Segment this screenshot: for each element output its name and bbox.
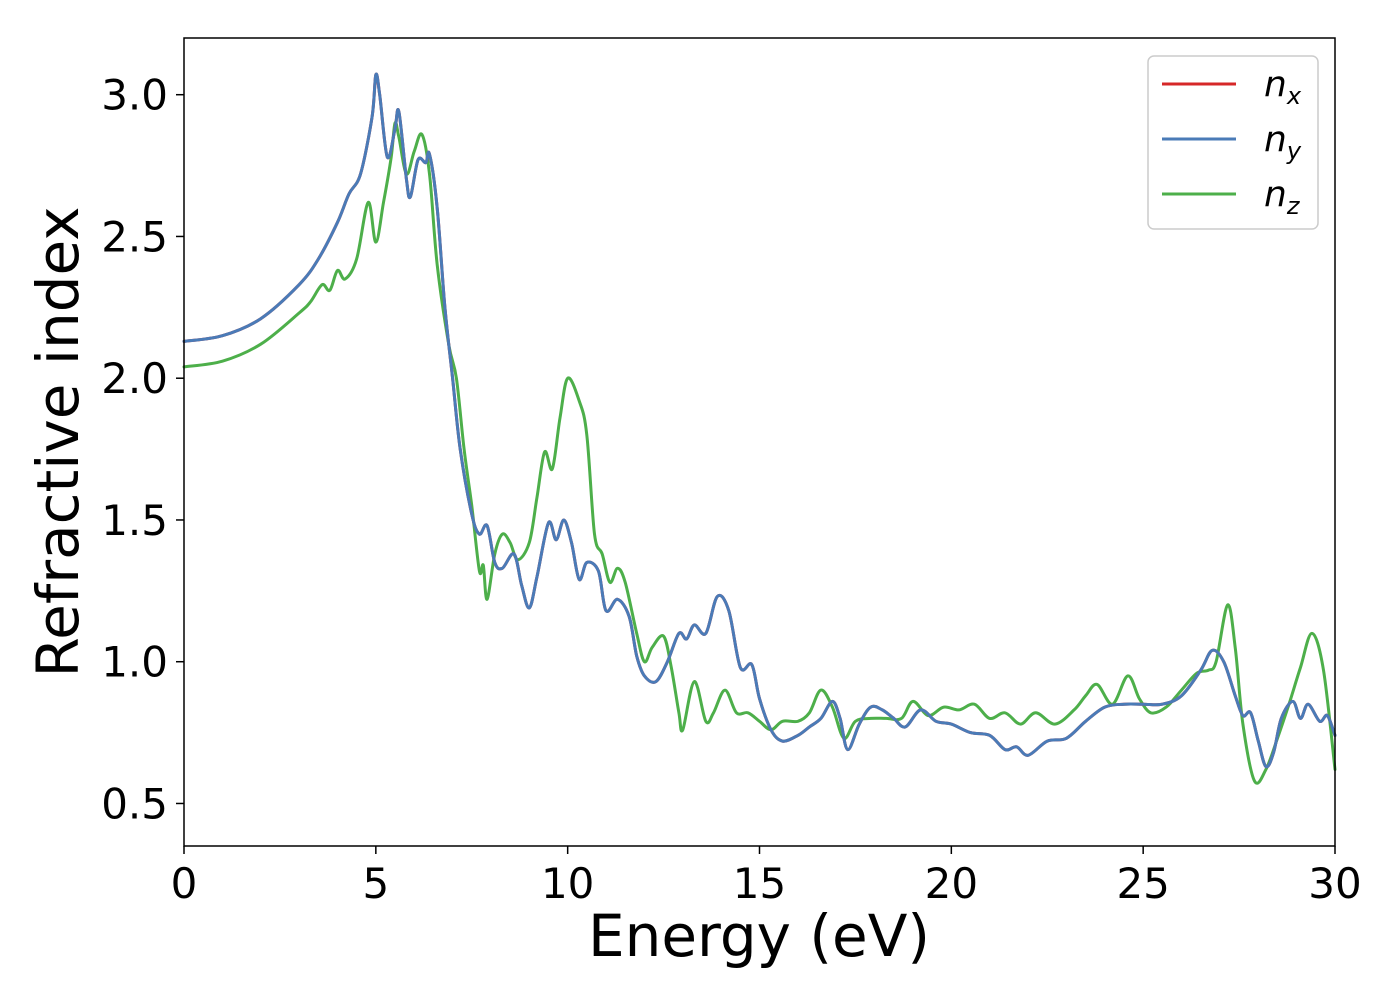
x-tick-label: 15 (733, 859, 786, 908)
x-axis-ticks: 0 5 10 15 20 25 30 (171, 846, 1362, 908)
y-tick-label: 2.0 (101, 354, 168, 403)
y-tick-label: 2.5 (101, 212, 168, 261)
series-line-n-z (182, 120, 1337, 785)
x-tick-label: 5 (362, 859, 389, 908)
y-axis-title: Refractive index (24, 206, 92, 677)
y-tick-label: 1.0 (101, 638, 168, 687)
legend: nx ny nz (1147, 55, 1319, 230)
y-tick-label: 3.0 (101, 71, 168, 120)
x-tick-label: 0 (171, 859, 198, 908)
x-axis-title: Energy (eV) (588, 902, 930, 970)
series-line-n-y (182, 72, 1337, 769)
x-tick-label: 10 (541, 859, 594, 908)
x-tick-label: 25 (1116, 859, 1169, 908)
y-tick-label: 1.5 (101, 496, 168, 545)
legend-label-n-y: ny (1264, 119, 1302, 165)
legend-label-n-x: nx (1264, 64, 1302, 110)
x-tick-label: 30 (1308, 859, 1361, 908)
y-tick-label: 0.5 (101, 779, 168, 828)
legend-label-n-z: nz (1264, 174, 1301, 220)
legend-box (1147, 55, 1319, 230)
plot-background (184, 38, 1335, 846)
series-layer (182, 72, 1337, 785)
x-tick-label: 20 (925, 859, 978, 908)
y-axis-ticks: 0.5 1.0 1.5 2.0 2.5 3.0 (101, 71, 184, 828)
